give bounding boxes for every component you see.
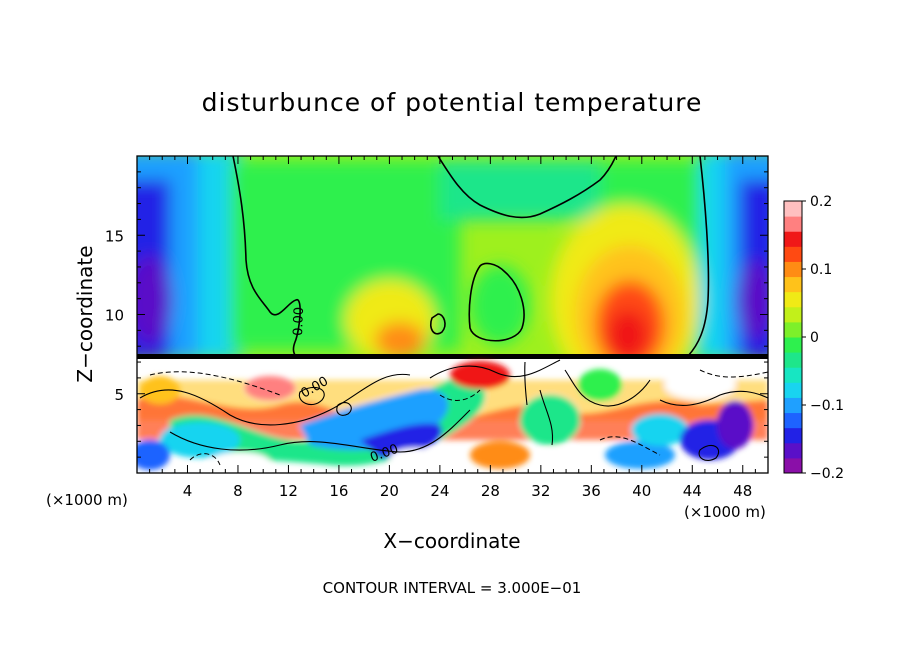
x-tick-label: 28 <box>481 482 500 500</box>
colorbar-segment <box>784 291 802 308</box>
y-axis-label: Z−coordinate <box>73 245 97 382</box>
colorbar: 0.2 0.1 0 −0.1 −0.2 <box>783 194 844 482</box>
x-tick-label: 16 <box>329 482 348 500</box>
y-axis: 5 10 15 <box>105 171 768 458</box>
colorbar-tick-label: −0.1 <box>810 398 844 414</box>
colorbar-segment <box>784 306 802 323</box>
heatmap-field: 0.00 0.00 0.00 <box>137 156 768 473</box>
y-tick-label: 15 <box>105 227 124 245</box>
colorbar-segment <box>784 397 802 414</box>
x-tick-label: 4 <box>183 482 193 500</box>
x-tick-label: 44 <box>683 482 702 500</box>
colorbar-segment <box>784 352 802 368</box>
chart-title: disturbunce of potential temperature <box>202 88 703 117</box>
colorbar-segment <box>784 427 802 444</box>
colorbar-segment <box>784 201 802 217</box>
colorbar-segment <box>784 457 802 474</box>
x-tick-label: 20 <box>380 482 399 500</box>
x-tick-label: 40 <box>632 482 651 500</box>
colorbar-segment <box>784 367 802 383</box>
colorbar-segment <box>784 246 802 262</box>
colorbar-segment <box>784 321 802 338</box>
x-unit-right: (×1000 m) <box>684 503 766 521</box>
colorbar-segment <box>784 216 802 232</box>
y-tick-label: 5 <box>114 386 124 404</box>
contour-label-1: 0.00 <box>291 307 307 336</box>
colorbar-tick-label: 0.1 <box>810 262 832 278</box>
x-axis: 4 8 12 16 20 24 28 32 36 40 44 48 <box>149 156 756 500</box>
x-axis-label: X−coordinate <box>383 529 520 553</box>
x-tick-label: 48 <box>733 482 752 500</box>
x-unit-left: (×1000 m) <box>46 491 128 509</box>
x-tick-label: 32 <box>531 482 550 500</box>
colorbar-tick-label: 0 <box>810 330 819 346</box>
colorbar-segment <box>784 442 802 459</box>
x-tick-label: 8 <box>233 482 243 500</box>
colorbar-tick-label: −0.2 <box>810 466 844 482</box>
y-tick-label: 10 <box>105 307 124 325</box>
colorbar-segment <box>784 231 802 247</box>
colorbar-segment <box>784 337 802 353</box>
colorbar-segment <box>784 382 802 398</box>
colorbar-tick-label: 0.2 <box>810 194 832 210</box>
x-tick-label: 12 <box>279 482 298 500</box>
x-tick-label: 36 <box>582 482 601 500</box>
colorbar-segment <box>784 276 802 293</box>
contour-interval-note: CONTOUR INTERVAL = 3.000E−01 <box>323 579 582 597</box>
colorbar-segment <box>784 412 802 429</box>
colorbar-segment <box>784 261 802 278</box>
x-tick-label: 24 <box>430 482 449 500</box>
